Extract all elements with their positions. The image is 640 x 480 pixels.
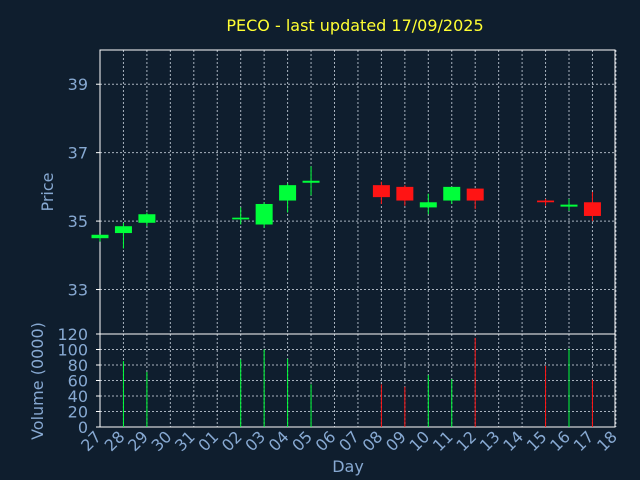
candle-17 xyxy=(583,192,601,222)
candle-body xyxy=(466,188,484,201)
candle-27 xyxy=(91,234,109,242)
candle-15 xyxy=(537,198,555,206)
candle-02 xyxy=(232,207,250,225)
candle-body xyxy=(537,200,555,203)
volume-axis-label: Volume (0000) xyxy=(28,322,47,440)
candle-10 xyxy=(419,193,437,215)
candle-11 xyxy=(443,186,461,204)
candle-body xyxy=(372,185,390,198)
candle-body xyxy=(114,226,132,234)
candle-body xyxy=(255,203,273,225)
candle-08 xyxy=(372,181,390,204)
candle-body xyxy=(138,214,156,223)
candle-28 xyxy=(114,222,132,249)
volume-tick-label: 20 xyxy=(68,403,88,422)
volume-tick-label: 60 xyxy=(68,372,88,391)
candle-05 xyxy=(302,166,320,196)
candle-body xyxy=(583,202,601,216)
candle-body xyxy=(443,186,461,201)
volume-tick-label: 120 xyxy=(57,325,88,344)
candle-body xyxy=(396,186,414,201)
volume-tick-label: 80 xyxy=(68,356,88,375)
price-tick-label: 35 xyxy=(68,212,88,231)
price-tick-label: 37 xyxy=(68,144,88,163)
candle-04 xyxy=(279,183,297,213)
candle-03 xyxy=(255,202,273,228)
volume-layer xyxy=(122,337,593,427)
volume-tick-label: 0 xyxy=(78,418,88,437)
candle-09 xyxy=(396,185,414,206)
candle-29 xyxy=(138,212,156,227)
x-tick-label: 18 xyxy=(593,427,621,455)
candle-body xyxy=(232,217,250,220)
volume-grid xyxy=(99,333,617,428)
volume-tick-label: 40 xyxy=(68,387,88,406)
candle-body xyxy=(279,185,297,201)
price-tick-label: 39 xyxy=(68,75,88,94)
x-axis-label: Day xyxy=(332,457,364,476)
volume-tick-label: 100 xyxy=(57,341,88,360)
chart-title: PECO - last updated 17/09/2025 xyxy=(226,16,483,35)
price-tick-label: 33 xyxy=(68,281,88,300)
x-tick-labels: 2728293031010203040506070809101112131415… xyxy=(77,427,621,455)
candles-layer xyxy=(91,166,601,249)
price-axis-label: Price xyxy=(38,172,57,211)
candle-12 xyxy=(466,188,484,210)
candle-body xyxy=(419,202,437,208)
price-tick-labels: 33 35 37 39 xyxy=(68,75,100,300)
price-grid xyxy=(99,50,617,334)
candle-body xyxy=(91,234,109,239)
candle-16 xyxy=(560,198,578,211)
